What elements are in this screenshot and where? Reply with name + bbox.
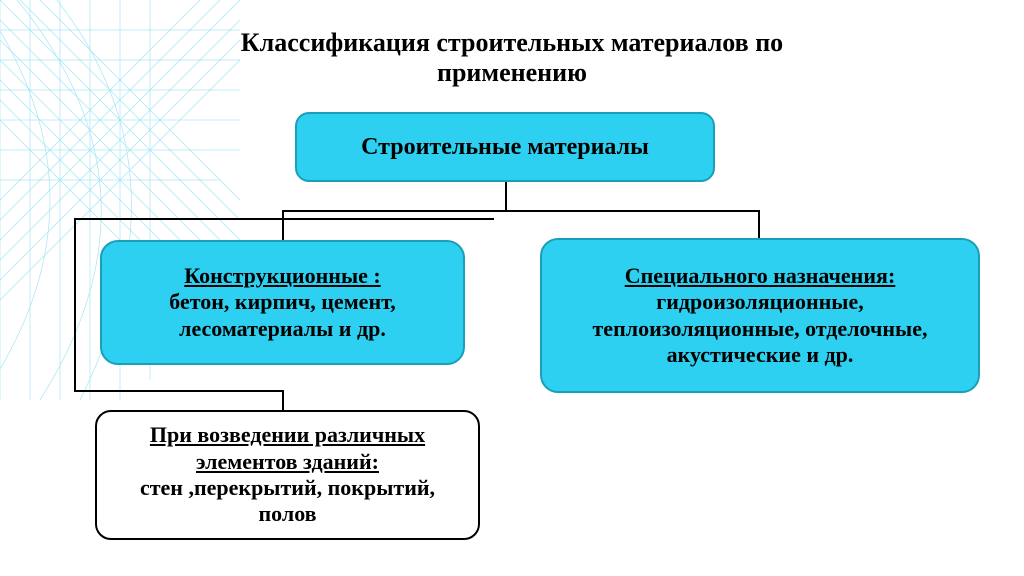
node-structural: Конструкционные : бетон, кирпич, цемент,… <box>100 240 465 365</box>
node-usage: При возведении различных элементов здани… <box>95 410 480 540</box>
connector-left-to-bottom <box>282 390 284 410</box>
node-special: Специального назначения: гидроизоляционн… <box>540 238 980 393</box>
node-usage-heading: При возведении различных элементов здани… <box>111 422 464 475</box>
connector-bracket-vertical <box>74 218 76 390</box>
connector-horizontal <box>282 210 760 212</box>
title-line2: применению <box>437 58 587 87</box>
node-structural-body: бетон, кирпич, цемент, лесоматериалы и д… <box>116 289 449 342</box>
node-structural-heading: Конструкционные : <box>184 263 380 289</box>
diagram-title: Классификация строительных материалов по… <box>0 28 1024 88</box>
connector-to-right <box>758 210 760 238</box>
connector-root-down <box>505 182 507 210</box>
node-special-heading: Специального назначения: <box>625 263 896 289</box>
node-usage-body: стен ,перекрытий, покрытий, полов <box>111 475 464 528</box>
node-root-label: Строительные материалы <box>361 133 649 162</box>
node-special-body: гидроизоляционные, теплоизоляционные, от… <box>556 289 964 368</box>
connector-bracket-bottom <box>74 390 284 392</box>
node-root: Строительные материалы <box>295 112 715 182</box>
connector-to-left <box>282 210 284 240</box>
title-line1: Классификация строительных материалов по <box>241 28 783 57</box>
connector-bracket-top <box>74 218 494 220</box>
